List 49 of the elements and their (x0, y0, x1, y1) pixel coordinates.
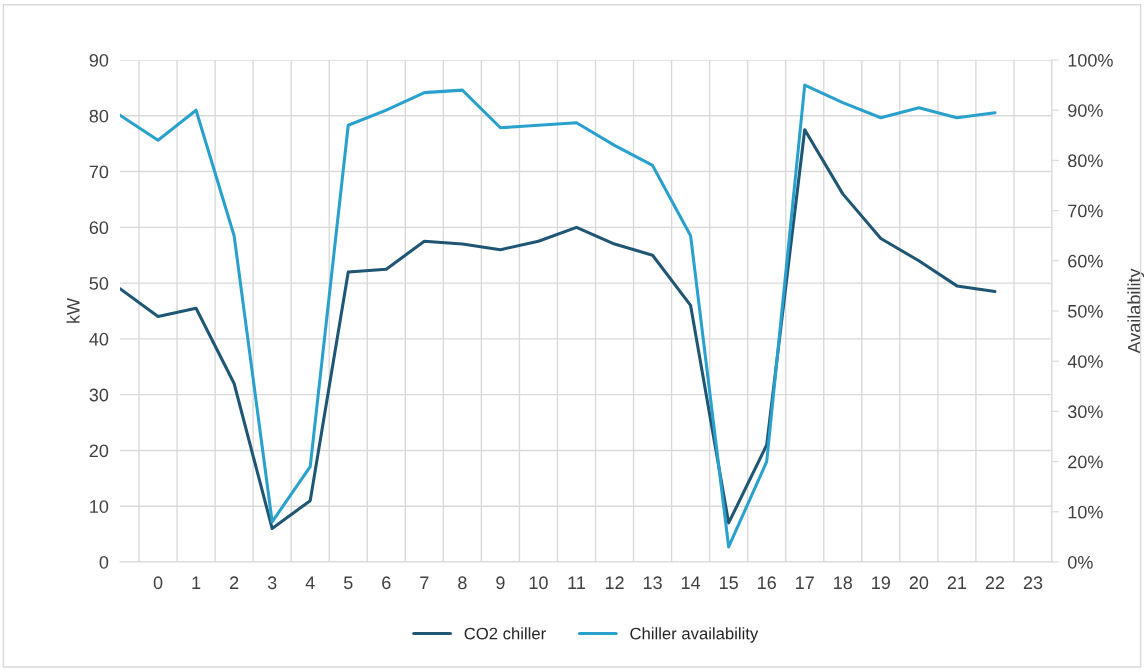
x-tick-label: 5 (343, 576, 353, 590)
x-tick-label: 22 (985, 576, 1005, 589)
x-tick-label: 6 (382, 576, 391, 590)
x-tick-label: 14 (681, 576, 701, 589)
x-tick-label: 4 (305, 576, 315, 589)
y2-tick-label: 0% (1067, 555, 1093, 569)
y-tick-label: 40 (89, 332, 109, 346)
x-tick-label: 19 (872, 576, 890, 590)
x-tick-label: 10 (529, 576, 548, 590)
y2-tick-label: 20% (1068, 455, 1103, 469)
x-tick-label: 20 (909, 576, 929, 590)
y2-tick-label: 40% (1067, 355, 1103, 368)
y-tick-label: 50 (89, 277, 109, 290)
x-tick-label: 3 (267, 576, 277, 590)
x-tick-label: 16 (758, 576, 776, 590)
y2-tick-label: 70% (1068, 204, 1103, 218)
x-tick-label: 8 (458, 576, 467, 590)
y2-tick-label: 50% (1068, 304, 1103, 318)
y2-axis-title: Availability (1127, 268, 1144, 354)
y2-tick-label: 60% (1068, 254, 1103, 268)
y2-tick-label: 100% (1068, 53, 1113, 67)
x-tick-label: 21 (947, 576, 967, 589)
x-tick-label: 0 (153, 576, 163, 590)
y2-tick-label: 80% (1068, 154, 1103, 168)
y-tick-label: 0 (99, 555, 109, 569)
x-tick-label: 17 (796, 576, 814, 589)
legend-label: CO2 chiller (464, 627, 546, 640)
y2-tick-label: 10% (1068, 505, 1103, 519)
x-tick-label: 9 (496, 576, 505, 590)
y-axis-title: kW (66, 298, 80, 323)
legend-label: Chiller availability (630, 627, 759, 643)
x-tick-label: 11 (568, 576, 585, 589)
x-tick-label: 15 (719, 576, 738, 590)
y-tick-label: 20 (89, 444, 109, 458)
x-tick-label: 13 (643, 576, 662, 590)
x-tick-label: 7 (420, 576, 429, 589)
x-tick-label: 1 (192, 576, 201, 589)
y2-tick-label: 90% (1068, 104, 1103, 117)
x-tick-label: 18 (834, 576, 853, 590)
y-tick-label: 60 (89, 221, 109, 235)
y-tick-label: 30 (89, 388, 109, 402)
x-tick-label: 12 (605, 576, 624, 589)
y-tick-label: 80 (89, 109, 109, 123)
x-tick-label: 23 (1023, 576, 1043, 590)
y-tick-label: 70 (89, 165, 109, 179)
y-tick-label: 10 (90, 500, 109, 513)
y-tick-label: 90 (89, 53, 109, 67)
x-tick-label: 2 (230, 576, 239, 589)
y2-tick-label: 30% (1067, 405, 1103, 419)
